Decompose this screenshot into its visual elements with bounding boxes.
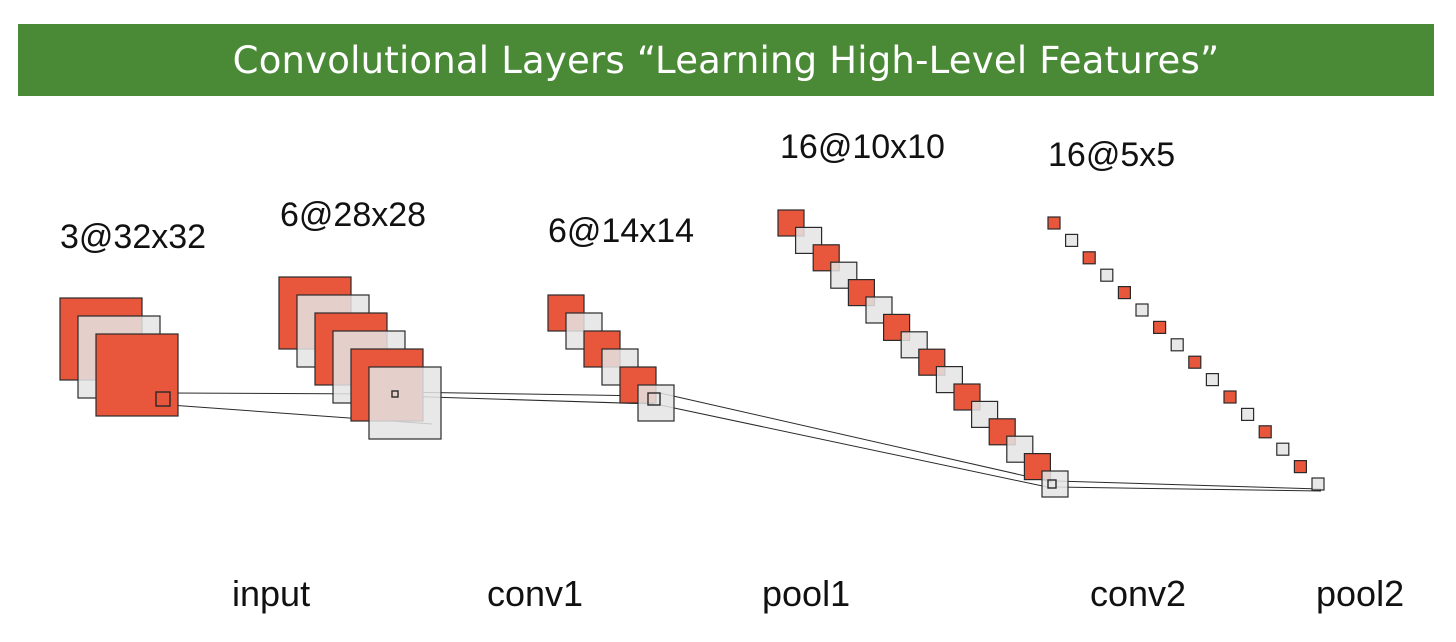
dimension-label-pool1: 6@14x14 xyxy=(548,212,694,250)
feature-map-stacks xyxy=(59,209,1325,498)
feature-map-pool2-14 xyxy=(1276,442,1290,456)
feature-map-pool2-1 xyxy=(1047,216,1061,230)
feature-map-conv2-12 xyxy=(970,400,999,428)
stack-conv1 xyxy=(278,276,442,440)
feature-map-pool2-12 xyxy=(1240,407,1255,421)
stack-pool1 xyxy=(547,294,675,422)
diagram-title: Convolutional Layers “Learning High-Leve… xyxy=(232,38,1220,82)
dimension-label-conv1: 6@28x28 xyxy=(280,196,426,234)
feature-map-pool2-10 xyxy=(1205,373,1220,387)
connection-conv2-pool2-b xyxy=(1055,486,1322,492)
kernel-windows xyxy=(155,390,1057,489)
stage-label-input: input xyxy=(232,573,310,614)
connection-conv2-pool2-a xyxy=(1055,480,1322,490)
feature-map-pool1-6 xyxy=(637,384,675,422)
stage-label-conv1: conv1 xyxy=(487,573,583,614)
feature-map-pool2-11 xyxy=(1223,390,1237,404)
feature-map-pool2-9 xyxy=(1188,355,1202,369)
feature-map-conv2-16 xyxy=(1041,470,1069,498)
feature-map-pool2-6 xyxy=(1135,303,1149,317)
feature-map-pool2-3 xyxy=(1082,251,1096,265)
feature-map-pool2-16 xyxy=(1311,477,1325,491)
receptive-field-connections xyxy=(169,391,1322,492)
stack-pool2 xyxy=(1047,216,1325,491)
kernel-window-pool1 xyxy=(647,392,661,406)
dimension-label-pool2: 16@5x5 xyxy=(1048,136,1175,174)
stage-label-pool2: pool2 xyxy=(1316,573,1404,614)
feature-map-conv2-9 xyxy=(918,348,946,376)
stage-label-conv2: conv2 xyxy=(1090,573,1186,614)
dimension-label-conv2: 16@10x10 xyxy=(780,128,945,166)
feature-map-pool2-7 xyxy=(1152,320,1167,334)
feature-map-conv1-6 xyxy=(368,366,442,440)
connection-pool1-conv2-b xyxy=(659,404,1053,489)
feature-map-input-3 xyxy=(95,333,179,417)
dimension-label-input: 3@32x32 xyxy=(60,218,206,256)
connection-pool1-conv2-a xyxy=(659,392,1053,483)
feature-map-pool2-5 xyxy=(1117,286,1132,300)
kernel-window-conv1 xyxy=(391,390,399,398)
feature-map-pool2-2 xyxy=(1064,233,1079,247)
feature-map-pool2-13 xyxy=(1258,425,1272,439)
kernel-window-conv2 xyxy=(1047,479,1057,489)
stack-input xyxy=(59,297,179,417)
feature-map-pool2-15 xyxy=(1293,460,1308,474)
kernel-window-input xyxy=(155,391,171,407)
stage-label-pool1: pool1 xyxy=(762,573,850,614)
feature-map-pool2-4 xyxy=(1100,268,1114,282)
layer-labels: 3@32x32 6@28x28 6@14x14 16@10x10 16@5x5 … xyxy=(60,128,1404,614)
feature-map-pool2-8 xyxy=(1170,338,1184,352)
feature-map-conv2-11 xyxy=(953,383,981,411)
stack-conv2 xyxy=(777,209,1069,498)
title-banner: Convolutional Layers “Learning High-Leve… xyxy=(18,24,1434,96)
